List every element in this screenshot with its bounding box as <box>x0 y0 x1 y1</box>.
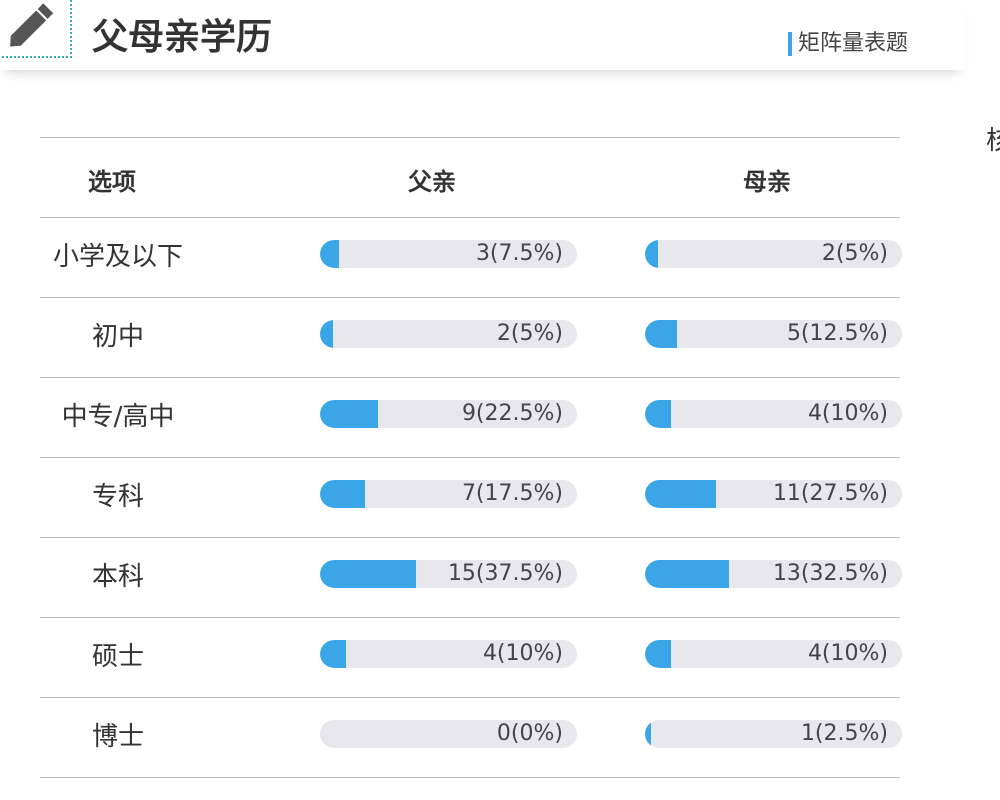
bar <box>645 560 729 588</box>
bar-track: 11(27.5%) <box>645 480 902 508</box>
bar-track: 13(32.5%) <box>645 560 902 588</box>
bar-track: 0(0%) <box>320 720 577 748</box>
value-label: 13(32.5%) <box>772 561 888 586</box>
row: 硕士 4(10%) 4(10%) <box>40 618 902 698</box>
value-label: 0(0%) <box>496 721 563 746</box>
bar-track: 3(7.5%) <box>320 240 577 268</box>
bar <box>320 560 417 588</box>
value-label: 5(12.5%) <box>786 321 888 346</box>
edit-icon <box>2 0 72 58</box>
row: 博士 0(0%) 1(2.5%) <box>40 698 902 778</box>
side-text: 核 <box>986 126 1000 156</box>
column-header: 父亲 <box>408 168 456 196</box>
value-label: 1(2.5%) <box>800 721 888 746</box>
bar <box>320 240 340 268</box>
header-row: 选项 父亲 母亲 <box>40 138 900 218</box>
row: 中专/高中 9(22.5%) 4(10%) <box>40 378 902 458</box>
bar <box>645 240 658 268</box>
value-label: 7(17.5%) <box>461 481 563 506</box>
bar-track: 4(10%) <box>645 400 902 428</box>
row: 初中 2(5%) 5(12.5%) <box>40 298 902 378</box>
bar <box>320 480 365 508</box>
bar <box>320 400 378 428</box>
row: 本科 15(37.5%) 13(32.5%) <box>40 538 902 618</box>
value-label: 4(10%) <box>482 641 563 666</box>
value-label: 4(10%) <box>807 401 888 426</box>
bar-track: 1(2.5%) <box>645 720 902 748</box>
pencil-icon <box>10 3 54 47</box>
bar-track: 4(10%) <box>645 640 902 668</box>
bar-track: 5(12.5%) <box>645 320 902 348</box>
bar <box>645 400 671 428</box>
bar-track: 7(17.5%) <box>320 480 577 508</box>
value-label: 15(37.5%) <box>447 561 563 586</box>
value-label: 11(27.5%) <box>772 481 888 506</box>
value-label: 4(10%) <box>807 641 888 666</box>
value-label: 3(7.5%) <box>475 241 563 266</box>
table: 选项 父亲 母亲 小学及以下 3(7.5%) 2(5%) 初中 2(5%) 5(12.5%… <box>40 137 902 778</box>
bar <box>645 320 678 348</box>
value-label: 2(5%) <box>496 321 563 346</box>
bar <box>645 480 716 508</box>
bar <box>320 320 333 348</box>
row: 专科 7(17.5%) 11(27.5%) <box>40 458 902 538</box>
bar-track: 2(5%) <box>320 320 577 348</box>
option-label: 中专/高中 <box>61 402 175 432</box>
option-label: 专科 <box>91 482 144 512</box>
option-label: 初中 <box>91 322 144 352</box>
bar-track: 15(37.5%) <box>320 560 577 588</box>
bar-track: 9(22.5%) <box>320 400 577 428</box>
bar-track: 4(10%) <box>320 640 577 668</box>
header: 父母亲学历 矩阵量表题 <box>0 0 965 70</box>
value-label: 9(22.5%) <box>461 401 563 426</box>
option-label: 博士 <box>91 722 144 752</box>
title: 父母亲学历 <box>92 17 273 58</box>
row: 小学及以下 3(7.5%) 2(5%) <box>40 218 902 298</box>
bar <box>645 720 652 748</box>
value-label: 2(5%) <box>821 241 888 266</box>
bar <box>645 640 671 668</box>
option-label: 硕士 <box>91 642 144 672</box>
bar-track: 2(5%) <box>645 240 902 268</box>
option-label: 小学及以下 <box>52 242 183 272</box>
column-header: 选项 <box>88 168 136 196</box>
question-type: 矩阵量表题 <box>788 32 908 56</box>
column-header: 母亲 <box>743 168 791 196</box>
bar <box>320 640 346 668</box>
option-label: 本科 <box>91 562 144 592</box>
